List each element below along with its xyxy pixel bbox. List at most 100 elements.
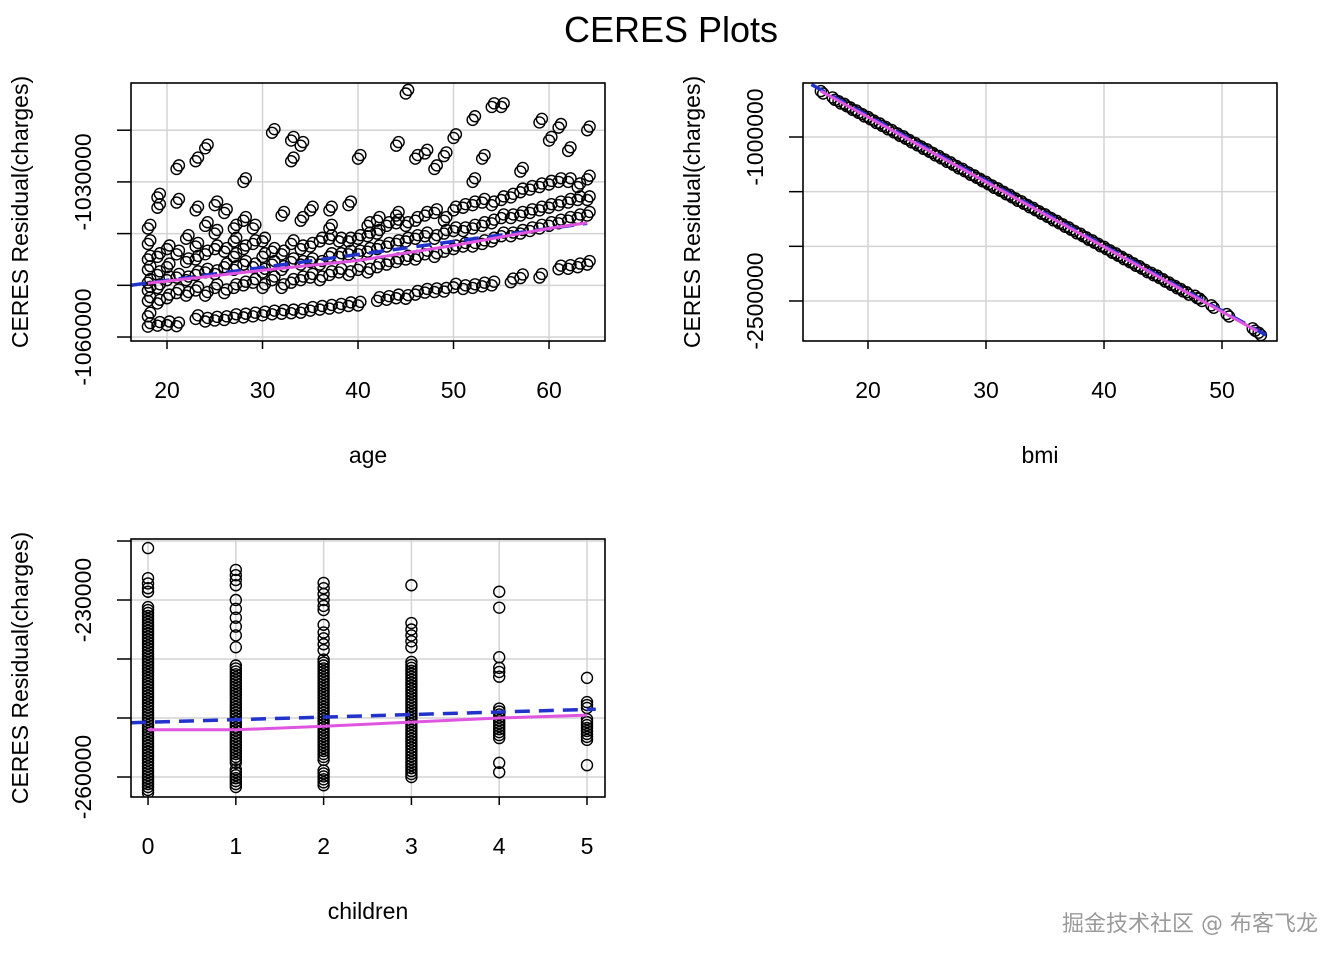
data-point	[373, 210, 386, 224]
data-point	[317, 730, 330, 743]
data-point	[380, 219, 393, 233]
data-point	[370, 261, 384, 274]
data-point	[335, 247, 348, 260]
data-point	[144, 272, 157, 286]
data-point	[440, 146, 453, 159]
data-point	[229, 780, 243, 794]
data-point	[405, 579, 418, 592]
y-tick-label: -260000	[70, 735, 96, 819]
data-point	[418, 209, 432, 222]
data-point	[317, 632, 330, 645]
data-point	[430, 228, 444, 242]
data-point	[317, 718, 330, 731]
data-layer	[810, 83, 1275, 341]
data-layer	[131, 83, 596, 333]
plot-frame	[802, 82, 1278, 342]
data-point	[172, 283, 186, 296]
data-point	[428, 206, 441, 220]
data-point	[561, 196, 575, 209]
data-point	[230, 278, 243, 291]
data-point	[504, 211, 518, 225]
data-point	[170, 196, 183, 209]
data-point	[268, 304, 281, 317]
data-point	[313, 303, 327, 316]
data-point	[401, 216, 415, 229]
data-point	[325, 298, 338, 312]
data-point	[554, 195, 568, 208]
data-point	[325, 218, 338, 232]
data-point	[354, 244, 367, 257]
data-point	[485, 217, 498, 230]
data-point	[229, 766, 243, 779]
data-point	[141, 704, 155, 717]
data-point	[229, 629, 243, 642]
data-point	[201, 285, 214, 299]
data-point	[354, 148, 367, 162]
data-point	[229, 665, 243, 678]
data-point	[199, 142, 212, 155]
data-point	[468, 278, 482, 291]
data-point	[229, 602, 243, 616]
data-point	[141, 733, 155, 747]
data-point	[277, 205, 291, 219]
data-point	[275, 248, 288, 261]
data-point	[258, 231, 272, 244]
data-point	[554, 172, 568, 185]
data-point	[153, 247, 167, 260]
data-point	[466, 222, 479, 235]
data-point	[1180, 286, 1193, 299]
data-point	[580, 724, 594, 738]
data-point	[493, 585, 506, 598]
figure-title: CERES Plots	[564, 9, 778, 50]
linear-fit-line	[131, 707, 596, 725]
data-point	[317, 700, 330, 713]
data-point	[256, 281, 269, 295]
data-point	[405, 688, 418, 701]
data-point	[237, 258, 250, 271]
data-point	[421, 205, 434, 219]
data-point	[296, 270, 310, 283]
data-point	[170, 248, 183, 261]
data-point	[141, 618, 155, 631]
data-point	[249, 234, 262, 247]
data-point	[275, 307, 288, 320]
data-point	[141, 712, 155, 726]
data-point	[552, 121, 565, 134]
data-point	[317, 767, 330, 780]
data-point	[507, 208, 520, 221]
data-point	[1156, 273, 1170, 286]
data-point	[418, 229, 432, 243]
data-point	[409, 253, 422, 266]
data-point	[230, 308, 243, 321]
data-point	[229, 659, 243, 672]
data-point	[268, 270, 281, 283]
data-point	[275, 281, 288, 295]
data-point	[218, 261, 231, 274]
data-point	[277, 278, 291, 291]
data-point	[229, 771, 243, 785]
data-point	[229, 593, 243, 607]
data-point	[493, 723, 506, 736]
data-point	[218, 206, 231, 220]
data-point	[141, 736, 155, 749]
data-point	[405, 685, 418, 698]
data-point	[239, 239, 252, 252]
data-point	[141, 253, 155, 266]
data-point	[411, 210, 424, 224]
data-point	[172, 316, 186, 329]
data-point	[141, 284, 155, 297]
data-point	[573, 190, 587, 203]
data-point	[230, 247, 243, 260]
data-point	[141, 754, 155, 767]
data-point	[564, 172, 577, 185]
data-point	[237, 242, 250, 256]
data-point	[141, 680, 155, 693]
data-point	[552, 175, 565, 189]
data-point	[573, 257, 587, 270]
data-point	[382, 289, 396, 303]
data-point	[304, 204, 317, 217]
data-point	[573, 208, 587, 221]
data-point	[141, 757, 155, 770]
data-point	[246, 222, 260, 235]
data-point	[179, 289, 193, 302]
